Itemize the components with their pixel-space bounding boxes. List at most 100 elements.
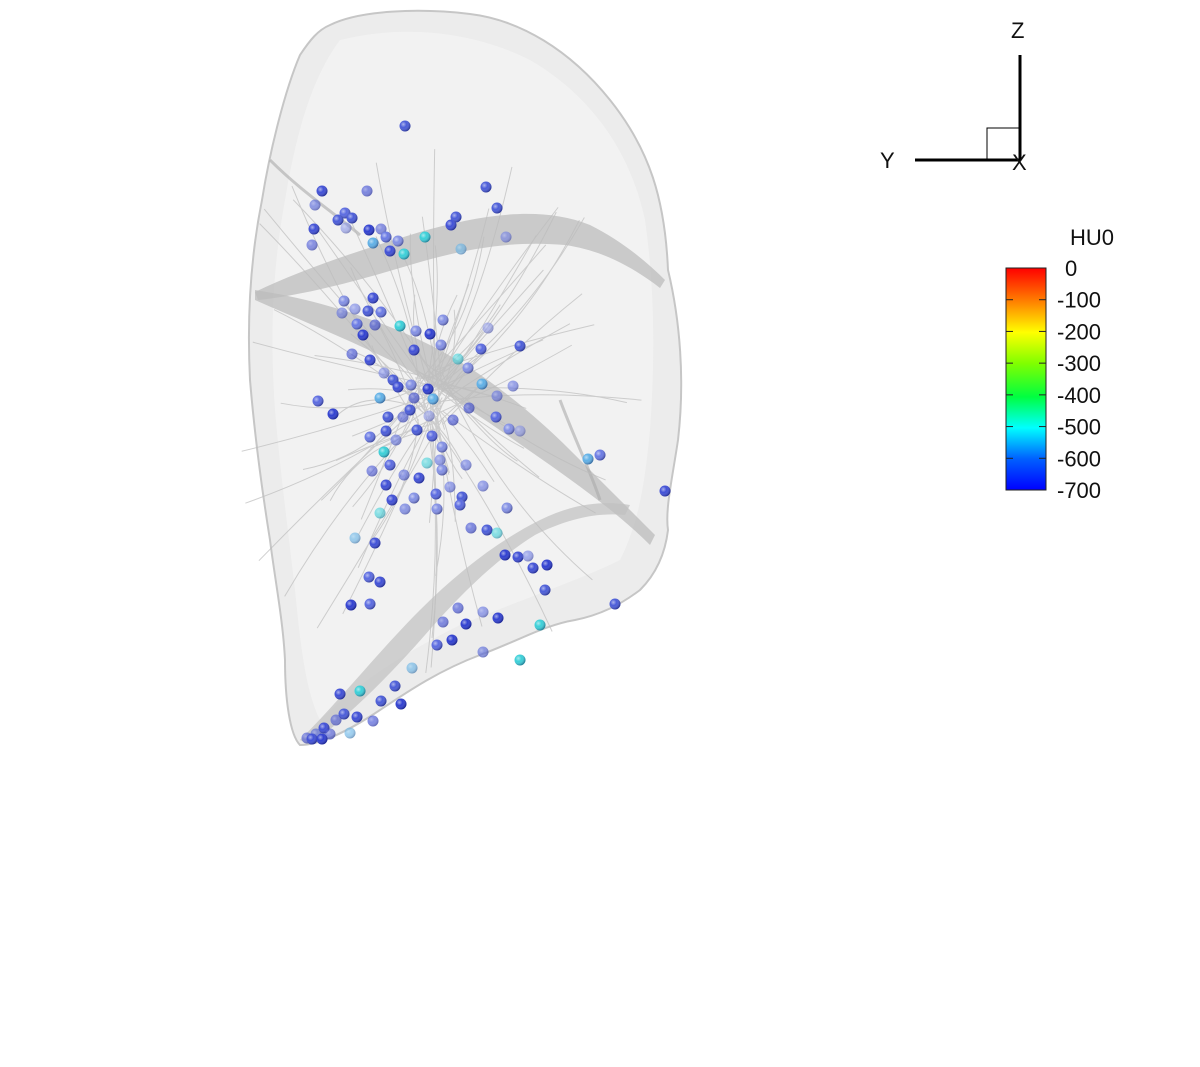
particle-sphere-shade bbox=[492, 612, 504, 624]
particle-sphere-shade bbox=[426, 430, 438, 442]
particle-sphere-shade bbox=[386, 494, 398, 506]
colorbar-legend: HU0 0 -100 -200 -300 -400 -500 -600 -700 bbox=[1005, 225, 1114, 503]
particle-sphere-shade bbox=[514, 340, 526, 352]
particle-sphere-shade bbox=[306, 733, 318, 745]
legend-title: HU0 bbox=[1070, 225, 1114, 250]
airway-branch bbox=[442, 410, 596, 514]
colorbar bbox=[1005, 267, 1047, 491]
particle-sphere-shade bbox=[452, 353, 464, 365]
particle-sphere-shade bbox=[362, 305, 374, 317]
particle-sphere-shade bbox=[349, 303, 361, 315]
particle-sphere-shade bbox=[413, 472, 425, 484]
particle-sphere-shade bbox=[392, 235, 404, 247]
particle-sphere-shade bbox=[450, 211, 462, 223]
particle-sphere-shade bbox=[312, 395, 324, 407]
particle-sphere-shade bbox=[491, 527, 503, 539]
particle-sphere-shade bbox=[338, 708, 350, 720]
particle-sphere-shade bbox=[444, 481, 456, 493]
particle-sphere-shade bbox=[501, 502, 513, 514]
particle-sphere-shade bbox=[435, 339, 447, 351]
particle-sphere-shade bbox=[499, 549, 511, 561]
particle-sphere-shade bbox=[436, 441, 448, 453]
particle-sphere-shade bbox=[507, 380, 519, 392]
particle-sphere-shade bbox=[367, 292, 379, 304]
particle-sphere-shade bbox=[437, 616, 449, 628]
airway-branch bbox=[428, 387, 438, 668]
particle-sphere-shade bbox=[514, 425, 526, 437]
particle-sphere-shade bbox=[477, 480, 489, 492]
particle-sphere-shade bbox=[354, 685, 366, 697]
particle-sphere-shade bbox=[309, 199, 321, 211]
triad-box bbox=[986, 127, 1021, 161]
airway-branch bbox=[437, 219, 580, 396]
particle-sphere-shade bbox=[431, 503, 443, 515]
y-axis-label: Y bbox=[880, 148, 895, 173]
particle-sphere-shade bbox=[541, 559, 553, 571]
airway-branch bbox=[441, 372, 593, 581]
particle-sphere-shade bbox=[454, 499, 466, 511]
airway-branch bbox=[433, 383, 527, 409]
particle-sphere-shade bbox=[330, 714, 342, 726]
particle-sphere-shade bbox=[378, 367, 390, 379]
particle-sphere-shade bbox=[363, 224, 375, 236]
particle-sphere-shade bbox=[306, 239, 318, 251]
airway-branch bbox=[358, 413, 433, 535]
airway-branch bbox=[245, 403, 436, 504]
particle-sphere-shade bbox=[422, 383, 434, 395]
x-axis-label: X bbox=[1012, 150, 1027, 175]
airway-branch bbox=[438, 352, 483, 410]
particle-sphere-shade bbox=[434, 454, 446, 466]
particle-sphere-shade bbox=[462, 362, 474, 374]
particle-sphere-shade bbox=[477, 646, 489, 658]
airway-branch bbox=[375, 236, 420, 401]
particle-sphere-shade bbox=[582, 453, 594, 465]
particle-sphere-shade bbox=[481, 524, 493, 536]
airway-branch bbox=[414, 369, 497, 398]
particle-sphere-shade bbox=[380, 479, 392, 491]
airway-branch bbox=[441, 293, 583, 425]
airway-branch bbox=[403, 257, 441, 410]
particle-sphere-shade bbox=[539, 584, 551, 596]
particle-sphere-shade bbox=[424, 328, 436, 340]
particle-sphere-shade bbox=[476, 378, 488, 390]
lung-surface bbox=[241, 9, 683, 747]
airway-branch bbox=[258, 381, 446, 562]
airway-branch bbox=[426, 244, 547, 378]
particle-sphere-shade bbox=[374, 507, 386, 519]
colorbar-tick-label: -500 bbox=[1057, 415, 1101, 440]
particle-sphere-shade bbox=[421, 457, 433, 469]
particle-sphere-shade bbox=[369, 319, 381, 331]
particle-sphere-shade bbox=[390, 434, 402, 446]
airway-branch bbox=[431, 323, 571, 409]
axis-triad: Z Y X bbox=[880, 18, 1027, 175]
particle-sphere-shade bbox=[369, 537, 381, 549]
particle-sphere-shade bbox=[380, 425, 392, 437]
particle-sphere-shade bbox=[395, 698, 407, 710]
airway-branch bbox=[439, 309, 456, 396]
oblique-fissure bbox=[255, 213, 665, 300]
particle-sphere-shade bbox=[491, 390, 503, 402]
particle-sphere-shade bbox=[609, 598, 621, 610]
airway-branch bbox=[443, 386, 518, 462]
airway-branch bbox=[420, 405, 553, 632]
airway-branch bbox=[350, 267, 439, 416]
airway-branch bbox=[342, 407, 437, 615]
particle-sphere-shade bbox=[345, 599, 357, 611]
particle-sphere-shade bbox=[380, 231, 392, 243]
particle-sphere-shade bbox=[500, 231, 512, 243]
particle-sphere-shade bbox=[384, 245, 396, 257]
colorbar-tick-label: -300 bbox=[1057, 351, 1101, 376]
colorbar-tick-label: -100 bbox=[1057, 288, 1101, 313]
particle-sphere-shade bbox=[367, 237, 379, 249]
particle-sphere-shade bbox=[490, 411, 502, 423]
particle-sphere-shade bbox=[382, 411, 394, 423]
airway-branch bbox=[291, 185, 422, 429]
particle-sphere-shade bbox=[357, 329, 369, 341]
particle-sphere-shade bbox=[351, 318, 363, 330]
airway-branch bbox=[415, 236, 485, 385]
particle-sphere-shade bbox=[446, 634, 458, 646]
particle-sphere-shade bbox=[349, 532, 361, 544]
particle-sphere-shade bbox=[408, 492, 420, 504]
particle-sphere-shade bbox=[659, 485, 671, 497]
